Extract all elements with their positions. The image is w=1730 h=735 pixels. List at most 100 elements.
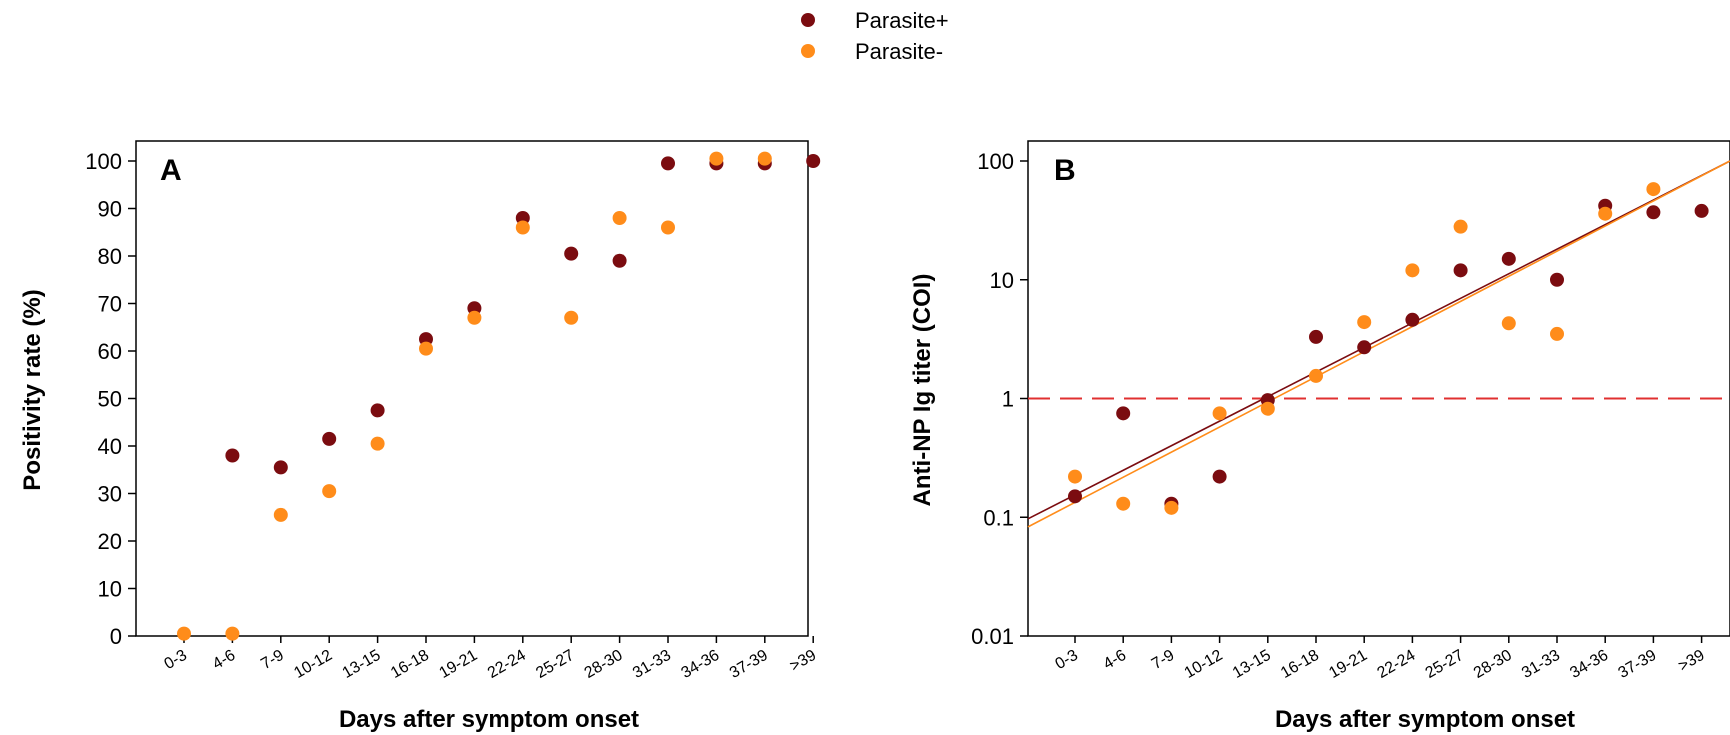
data-point-s0-8 bbox=[564, 246, 579, 261]
x-axis-title: Days after symptom onset bbox=[339, 706, 639, 733]
data-point-s0-0 bbox=[1068, 489, 1082, 504]
x-tick-label-3: 10-12 bbox=[1182, 647, 1226, 682]
data-point-s0-2 bbox=[273, 460, 288, 475]
legend-marker-0 bbox=[801, 13, 815, 27]
x-tick-label-5: 16-18 bbox=[388, 647, 432, 682]
y-tick-label-4: 40 bbox=[98, 434, 122, 459]
x-tick-label-1: 4-6 bbox=[210, 647, 239, 673]
data-point-s1-12 bbox=[1646, 182, 1661, 197]
y-tick-label-1: 10 bbox=[98, 577, 122, 602]
x-tick-label-10: 31-33 bbox=[630, 647, 674, 682]
data-point-s1-12 bbox=[757, 151, 772, 166]
plot-frame bbox=[135, 140, 809, 637]
data-point-s1-4 bbox=[1260, 401, 1275, 416]
data-point-s1-5 bbox=[1309, 368, 1323, 383]
data-point-s0-4 bbox=[370, 403, 385, 418]
x-tick-label-11: 34-36 bbox=[1567, 647, 1611, 682]
x-tick-label-0: 0-3 bbox=[161, 647, 190, 673]
data-point-s0-10 bbox=[661, 156, 675, 171]
data-point-s1-4 bbox=[370, 436, 385, 451]
y-tick-label-0: 0.01 bbox=[971, 624, 1014, 649]
data-point-s1-10 bbox=[1550, 326, 1564, 341]
x-tick-label-5: 16-18 bbox=[1278, 647, 1322, 682]
data-point-s1-7 bbox=[515, 220, 530, 235]
data-point-s1-6 bbox=[467, 310, 482, 325]
legend-label-0: Parasite+ bbox=[855, 8, 949, 33]
data-point-s0-9 bbox=[612, 253, 627, 268]
data-point-s1-8 bbox=[1453, 219, 1468, 234]
x-tick-label-2: 7-9 bbox=[258, 647, 287, 673]
y-tick-label-2: 20 bbox=[98, 529, 122, 554]
data-point-s1-1 bbox=[1116, 496, 1131, 511]
data-point-s1-2 bbox=[273, 507, 288, 522]
data-point-s0-9 bbox=[1501, 251, 1516, 266]
x-tick-label-12: 37-39 bbox=[727, 647, 771, 682]
panel-letter: B bbox=[1054, 154, 1076, 187]
data-point-s1-10 bbox=[661, 220, 675, 235]
data-point-s1-3 bbox=[322, 484, 337, 499]
data-point-s0-1 bbox=[1116, 406, 1131, 421]
x-tick-label-8: 25-27 bbox=[533, 647, 577, 682]
data-point-s1-11 bbox=[709, 151, 724, 166]
trend-line-1 bbox=[1027, 160, 1730, 528]
x-tick-label-1: 4-6 bbox=[1101, 647, 1130, 673]
y-tick-label-6: 60 bbox=[98, 339, 122, 364]
trend-line-0 bbox=[1027, 160, 1730, 520]
y-tick-label-3: 10 bbox=[990, 268, 1014, 293]
y-tick-label-2: 1 bbox=[1002, 387, 1014, 412]
y-tick-label-8: 80 bbox=[98, 244, 122, 269]
data-point-s1-9 bbox=[1501, 316, 1516, 331]
data-point-s1-6 bbox=[1357, 315, 1372, 330]
y-tick-label-9: 90 bbox=[98, 197, 122, 222]
data-point-s1-0 bbox=[177, 626, 191, 641]
x-tick-label-7: 22-24 bbox=[1374, 647, 1418, 682]
data-point-s0-3 bbox=[322, 431, 337, 446]
data-point-s0-3 bbox=[1212, 469, 1227, 484]
x-tick-label-7: 22-24 bbox=[485, 647, 529, 682]
x-tick-label-4: 13-15 bbox=[340, 647, 384, 682]
panel-letter: A bbox=[160, 154, 182, 187]
data-point-s0-8 bbox=[1453, 263, 1468, 278]
x-tick-label-9: 28-30 bbox=[1471, 647, 1515, 682]
data-point-s0-7 bbox=[1405, 312, 1420, 327]
data-point-s1-3 bbox=[1212, 406, 1227, 421]
data-point-s0-10 bbox=[1550, 272, 1564, 287]
x-tick-label-13: >39 bbox=[1676, 647, 1708, 675]
y-tick-label-3: 30 bbox=[98, 482, 122, 507]
y-tick-label-0: 0 bbox=[110, 624, 122, 649]
data-point-s1-8 bbox=[564, 310, 579, 325]
y-axis-title: Positivity rate (%) bbox=[19, 289, 46, 490]
legend-label-1: Parasite- bbox=[855, 39, 943, 64]
x-tick-label-2: 7-9 bbox=[1149, 647, 1178, 673]
x-tick-label-9: 28-30 bbox=[582, 647, 626, 682]
x-tick-label-11: 34-36 bbox=[678, 647, 722, 682]
chart-panel-a: 0 10 20 30 40 50 60 70 80 90 100 0-3 4-6 7-9 10-12 13-1… bbox=[19, 140, 821, 733]
y-tick-label-10: 100 bbox=[85, 149, 122, 174]
x-tick-label-0: 0-3 bbox=[1052, 647, 1081, 673]
data-point-s0-5 bbox=[1309, 329, 1323, 344]
x-tick-label-3: 10-12 bbox=[291, 647, 335, 682]
x-tick-label-13: >39 bbox=[787, 647, 819, 675]
data-point-s0-12 bbox=[1646, 205, 1661, 220]
data-point-s0-13 bbox=[1694, 203, 1709, 218]
data-point-s0-1 bbox=[225, 448, 240, 463]
data-point-s1-0 bbox=[1068, 469, 1082, 484]
data-point-s0-6 bbox=[1357, 340, 1372, 355]
data-point-s1-5 bbox=[419, 341, 433, 356]
legend: Parasite+ Parasite- bbox=[801, 8, 949, 64]
plot-frame bbox=[1027, 140, 1730, 637]
x-tick-label-4: 13-15 bbox=[1230, 647, 1274, 682]
data-point-s1-2 bbox=[1164, 500, 1179, 515]
legend-marker-1 bbox=[801, 44, 815, 58]
x-tick-label-8: 25-27 bbox=[1423, 647, 1467, 682]
chart-panel-b: 0.01 0.1 1 10 100 0-3 4-6 7-9 10-12 13-15 16-18 19-… bbox=[909, 140, 1730, 733]
y-tick-label-1: 0.1 bbox=[983, 505, 1014, 530]
x-axis-title: Days after symptom onset bbox=[1275, 706, 1575, 733]
y-tick-label-5: 50 bbox=[98, 387, 122, 412]
data-point-s1-1 bbox=[225, 626, 240, 641]
data-point-s1-7 bbox=[1405, 263, 1420, 278]
y-tick-label-4: 100 bbox=[977, 149, 1014, 174]
data-point-s1-11 bbox=[1598, 206, 1613, 221]
x-tick-label-6: 19-21 bbox=[436, 647, 480, 682]
